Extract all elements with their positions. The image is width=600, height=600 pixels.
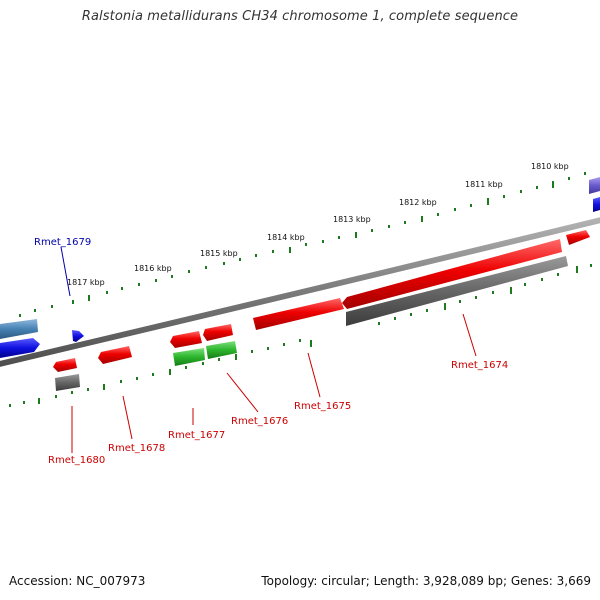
genes-label: Genes: (510, 574, 553, 588)
scale-labels: 1810 kbp 1811 kbp 1812 kbp 1813 kbp 1814… (67, 162, 569, 287)
accession-value: NC_007973 (76, 574, 146, 588)
gene-label-rmet-1674[interactable]: Rmet_1674 (451, 360, 508, 371)
cds-arrow-icon[interactable] (170, 331, 202, 348)
length-value: 3,928,089 bp (422, 574, 503, 588)
gene-label-rmet-1680[interactable]: Rmet_1680 (48, 455, 105, 466)
scale-label: 1812 kbp (399, 198, 437, 207)
scale-label: 1811 kbp (465, 180, 503, 189)
outer-scale-ticks (19, 172, 586, 317)
map-title: Ralstonia metallidurans CH34 chromosome … (81, 9, 519, 24)
gene-label-rmet-1677[interactable]: Rmet_1677 (168, 430, 225, 441)
topology-value: circular (321, 574, 366, 588)
cds-arrow-icon[interactable] (0, 319, 38, 339)
sequence-summary: Topology: circular; Length: 3,928,089 bp… (261, 574, 591, 588)
gene-labels: Rmet_1679 Rmet_1680 Rmet_1678 Rmet_1677 … (34, 237, 508, 466)
chromosome-backbone (0, 217, 600, 367)
genes-value: 3,669 (556, 574, 591, 588)
cds-arrow-icon[interactable] (0, 338, 40, 358)
gene-label-rmet-1679[interactable]: Rmet_1679 (34, 237, 91, 248)
length-label: Length: (373, 574, 420, 588)
accession-label: Accession: (9, 574, 73, 588)
cds-arrow-icon[interactable] (173, 348, 205, 366)
scale-label: 1810 kbp (531, 162, 569, 171)
cds-arrow-icon[interactable] (589, 177, 600, 194)
cds-arrow-icon[interactable] (566, 230, 590, 245)
cds-arrow-icon[interactable] (346, 256, 568, 326)
cds-arrow-icon[interactable] (72, 330, 84, 342)
topology-label: Topology: (261, 574, 318, 588)
cds-arrow-icon[interactable] (253, 298, 344, 330)
gene-features (0, 177, 600, 391)
scale-label: 1815 kbp (200, 249, 238, 258)
scale-label: 1816 kbp (134, 264, 172, 273)
gene-label-rmet-1678[interactable]: Rmet_1678 (108, 443, 165, 454)
cds-arrow-icon[interactable] (53, 358, 77, 372)
cds-arrow-icon[interactable] (203, 324, 233, 341)
inner-scale-ticks (9, 264, 592, 407)
scale-label: 1813 kbp (333, 215, 371, 224)
cds-arrow-icon[interactable] (98, 346, 132, 364)
scale-label: 1817 kbp (67, 278, 105, 287)
gene-label-rmet-1675[interactable]: Rmet_1675 (294, 401, 351, 412)
scale-label: 1814 kbp (267, 233, 305, 242)
cds-arrow-icon[interactable] (55, 374, 80, 391)
cds-arrow-icon[interactable] (342, 239, 562, 309)
gene-label-rmet-1676[interactable]: Rmet_1676 (231, 416, 288, 427)
cds-arrow-icon[interactable] (593, 197, 600, 212)
cds-arrow-icon[interactable] (206, 341, 237, 359)
accession-info: Accession: NC_007973 (9, 574, 145, 588)
gene-label-leaders (60, 246, 477, 453)
